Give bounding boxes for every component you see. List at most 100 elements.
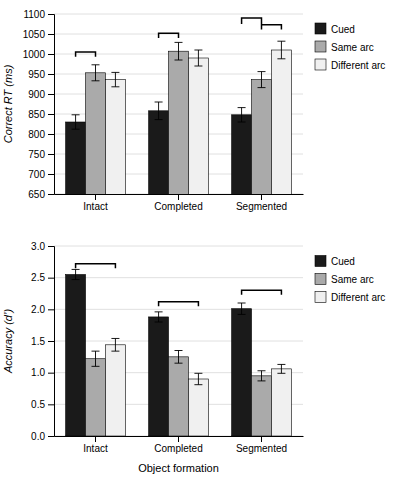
tick-label: 1.0: [31, 367, 45, 378]
plot-area: [66, 264, 292, 436]
tick: 900: [28, 89, 54, 100]
tick-label: 800: [28, 129, 45, 140]
bracket: [76, 264, 116, 268]
tick-mark: [48, 246, 54, 247]
tick-label: 950: [28, 69, 45, 80]
x-axis: Intact Completed Segmented: [55, 436, 304, 454]
tick-label: 2.0: [31, 304, 45, 315]
bar: [86, 359, 106, 436]
bar: [86, 73, 106, 194]
tick-mark: [48, 373, 54, 374]
tick-mark: [48, 278, 54, 279]
tick-label: Intact: [83, 201, 108, 212]
error-bar-line: [155, 312, 163, 322]
error-bar-line: [238, 108, 246, 122]
error-bar: [111, 338, 119, 351]
legend-item: Cued: [315, 23, 355, 35]
error-bar: [277, 364, 285, 373]
y-axis: 650 700 750 800 850 900 950 1000 1050 1100: [23, 9, 55, 200]
tick-mark: [48, 74, 54, 75]
error-bar: [277, 41, 285, 59]
legend-swatch: [315, 41, 326, 52]
bar: [66, 275, 86, 437]
plot-area: [66, 18, 292, 194]
bar: [271, 50, 291, 194]
tick: 1050: [23, 29, 54, 40]
error-bar-line: [258, 371, 266, 381]
error-bar: [111, 72, 119, 86]
error-bar-line: [194, 50, 202, 66]
bracket: [159, 33, 179, 38]
chart: Intact Completed Segmented 650 700 750 800 850 9…: [0, 0, 407, 500]
tick-label: Segmented: [236, 443, 287, 454]
panel: IntactCompletedSegmented0.00.51.01.52.02…: [2, 241, 385, 474]
tick: Segmented: [236, 194, 287, 212]
legend-item: Same arc: [315, 41, 374, 53]
tick-label: 1100: [23, 9, 45, 20]
error-bar: [175, 42, 183, 60]
bar: [105, 80, 125, 194]
error-bar: [238, 108, 246, 122]
bar: [232, 309, 252, 436]
error-bar: [194, 373, 202, 384]
legend-swatch: [315, 292, 326, 303]
error-bar-line: [258, 72, 266, 88]
error-bar: [155, 312, 163, 322]
tick-label: 3.0: [31, 241, 45, 252]
error-bar: [72, 115, 80, 129]
tick-mark: [48, 309, 54, 310]
bar: [149, 111, 169, 194]
tick-mark: [95, 194, 96, 200]
error-bar-line: [238, 303, 246, 314]
tick-mark: [261, 436, 262, 442]
error-bar-line: [92, 351, 100, 366]
error-bar: [155, 102, 163, 120]
y-axis-title: Correct RT (ms): [2, 64, 14, 143]
tick: 700: [28, 169, 54, 180]
tick-label: 900: [28, 89, 45, 100]
legend-label: Cued: [331, 256, 355, 267]
tick: 850: [28, 109, 54, 120]
error-bar: [92, 351, 100, 366]
tick: 3.0: [31, 241, 54, 252]
legend: Cued Same arc Different arc: [315, 256, 385, 304]
legend-label: Same arc: [331, 42, 374, 53]
legend-label: Cued: [331, 24, 355, 35]
tick-mark: [48, 404, 54, 405]
tick-label: 700: [28, 169, 45, 180]
bracket: [262, 25, 282, 30]
tick-mark: [48, 436, 54, 437]
tick: 650: [28, 189, 54, 200]
tick-mark: [48, 341, 54, 342]
legend-swatch: [315, 23, 326, 34]
error-bar-line: [175, 351, 183, 364]
bar: [105, 345, 125, 436]
error-bar: [175, 351, 183, 364]
legend-item: Same arc: [315, 274, 374, 286]
grid-line: [54, 277, 303, 278]
tick: 750: [28, 149, 54, 160]
tick-label: Completed: [154, 443, 202, 454]
series: [105, 345, 291, 436]
tick-label: Segmented: [236, 201, 287, 212]
legend-label: Different arc: [331, 292, 385, 303]
grid-line: [54, 309, 303, 310]
tick-label: 2.5: [31, 272, 45, 283]
legend: Cued Same arc Different arc: [315, 23, 385, 71]
tick-label: 0.5: [31, 399, 45, 410]
error-bar-line: [72, 269, 80, 279]
tick-label: 1.5: [31, 336, 45, 347]
tick-label: 1000: [23, 49, 46, 60]
bar: [252, 376, 272, 436]
bracket: [159, 302, 199, 306]
bracket: [242, 18, 262, 24]
series: [105, 50, 291, 194]
bracket: [242, 290, 282, 294]
tick-mark: [48, 94, 54, 95]
tick: Intact: [83, 436, 108, 454]
legend-label: Different arc: [331, 60, 385, 71]
tick: 950: [28, 69, 54, 80]
tick-mark: [48, 194, 54, 195]
error-bar-line: [277, 41, 285, 59]
tick: Completed: [154, 194, 202, 212]
